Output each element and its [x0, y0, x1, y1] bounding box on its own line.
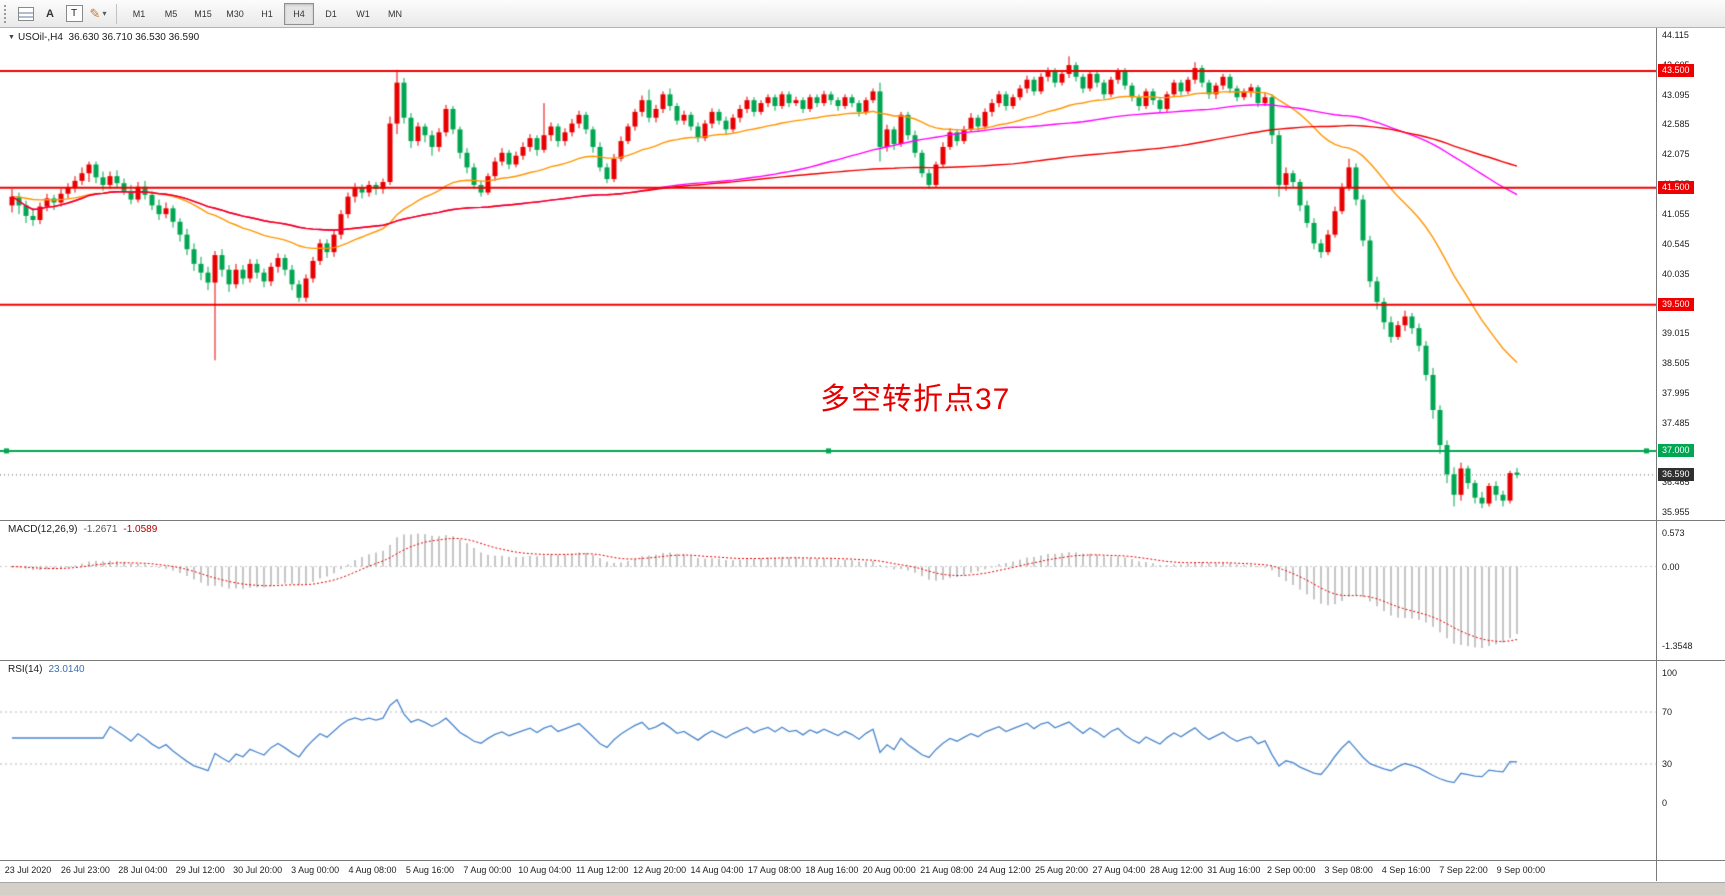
chart-header: ▼ USOil-,H4 36.630 36.710 36.530 36.590	[8, 32, 199, 43]
timeframe-toolbar: M1 M5 M15 M30 H1 H4 D1 W1 MN	[123, 2, 411, 25]
date-label: 11 Aug 12:00	[575, 865, 629, 875]
date-label: 25 Aug 20:00	[1035, 865, 1089, 875]
macd-canvas[interactable]	[0, 521, 1656, 660]
collapse-icon[interactable]: ▼	[8, 34, 15, 41]
price-tick: 37.485	[1662, 417, 1690, 428]
rsi-tick: 0	[1662, 798, 1668, 808]
window-bottom-strip	[0, 882, 1725, 895]
price-tick: 42.585	[1662, 119, 1690, 130]
date-label: 4 Sep 16:00	[1381, 865, 1431, 875]
date-label: 26 Jul 23:00	[60, 865, 110, 875]
price-tick: 40.545	[1662, 238, 1690, 249]
macd-tick: 0.00	[1662, 561, 1680, 572]
text-annotation-label: A	[46, 7, 54, 20]
date-label: 29 Jul 12:00	[175, 865, 225, 875]
price-tick: 41.055	[1662, 208, 1690, 219]
rsi-tick: 100	[1662, 668, 1678, 678]
date-label: 21 Aug 08:00	[920, 865, 974, 875]
rsi-panel: RSI(14) 23.0140 100 70 30 0	[0, 661, 1725, 860]
date-label: 28 Jul 04:00	[118, 865, 168, 875]
panel-divider[interactable]	[0, 660, 1725, 661]
price-tick: 44.115	[1662, 30, 1689, 40]
timeframe-button-mn[interactable]: MN	[388, 8, 402, 19]
date-label: 3 Aug 00:00	[291, 865, 340, 875]
date-label: 31 Aug 16:00	[1207, 865, 1261, 875]
price-tick: 35.955	[1662, 507, 1690, 517]
date-label: 30 Jul 20:00	[233, 865, 283, 875]
date-label: 3 Sep 08:00	[1324, 865, 1373, 875]
current-price-tag: 36.590	[1658, 468, 1694, 482]
time-axis[interactable]: 23 Jul 2020 26 Jul 23:00 28 Jul 04:00 29 Ju…	[0, 861, 1725, 881]
price-tick: 40.035	[1662, 268, 1690, 279]
date-label: 7 Sep 22:00	[1439, 865, 1488, 875]
ohlc-quote: 36.630 36.710 36.530 36.590	[68, 32, 200, 43]
rsi-label: RSI(14) 23.0140	[8, 664, 85, 675]
date-label: 18 Aug 16:00	[805, 865, 859, 875]
rsi-tick: 30	[1662, 759, 1673, 769]
rsi-tick: 70	[1662, 707, 1673, 717]
timeframe-button-h4[interactable]: H4	[284, 2, 314, 25]
chevron-down-icon: ▾	[102, 9, 107, 18]
toolbar: A T ✎ ▾ M1 M5 M15 M30 H1 H4 D1 W1 MN	[0, 0, 1725, 28]
panel-divider[interactable]	[0, 520, 1725, 521]
macd-value-signal: -1.0589	[123, 524, 158, 535]
date-label: 28 Aug 12:00	[1149, 865, 1203, 875]
date-label: 2 Sep 00:00	[1266, 865, 1316, 875]
price-line-tag: 39.500	[1658, 298, 1694, 312]
price-tick: 37.995	[1662, 387, 1690, 398]
toolbar-separator	[116, 3, 117, 24]
price-scale-edge	[1656, 28, 1657, 881]
rsi-value: 23.0140	[48, 664, 85, 675]
timeframe-button-m30[interactable]: M30	[226, 8, 244, 19]
macd-label: MACD(12,26,9) -1.2671 -1.0589	[8, 524, 157, 535]
date-label: 14 Aug 04:00	[690, 865, 744, 875]
date-label: 24 Aug 12:00	[977, 865, 1031, 875]
date-label: 4 Aug 08:00	[348, 865, 397, 875]
price-tick: 39.015	[1662, 328, 1690, 339]
timeframe-button-m1[interactable]: M1	[132, 8, 146, 19]
price-line-tag: 43.500	[1658, 64, 1694, 78]
date-label: 23 Jul 2020	[4, 865, 52, 875]
timeframe-button-m5[interactable]: M5	[164, 8, 178, 19]
macd-tick: -1.3548	[1662, 641, 1693, 652]
timeframe-button-h1[interactable]: H1	[261, 8, 273, 19]
date-label: 12 Aug 20:00	[633, 865, 687, 875]
chart-window-glyph	[18, 6, 34, 21]
label-tool-button[interactable]: T	[63, 3, 85, 25]
macd-value-main: -1.2671	[83, 524, 118, 535]
chart-window-icon[interactable]	[15, 3, 37, 25]
price-tick: 43.095	[1662, 89, 1690, 100]
rsi-name: RSI(14)	[8, 664, 43, 675]
main-chart-panel: ▼ USOil-,H4 36.630 36.710 36.530 36.590 多…	[0, 28, 1725, 520]
label-tool-glyph: T	[65, 5, 83, 22]
crayon-icon: ✎	[89, 6, 101, 21]
timeframe-button-w1[interactable]: W1	[356, 8, 370, 19]
price-tick: 36.465	[1662, 477, 1690, 488]
macd-name: MACD(12,26,9)	[8, 524, 78, 535]
timeframe-button-d1[interactable]: D1	[325, 8, 337, 19]
main-chart-canvas[interactable]	[0, 28, 1656, 520]
crayon-color-button[interactable]: ✎ ▾	[87, 3, 109, 25]
price-line-tag: 37.000	[1658, 444, 1694, 458]
timeframe-button-m15[interactable]: M15	[194, 8, 212, 19]
date-label: 17 Aug 08:00	[747, 865, 801, 875]
text-annotation-button[interactable]: A	[39, 3, 61, 25]
macd-tick: 0.573	[1662, 528, 1685, 538]
chart-text-annotation: 多空转折点37	[820, 383, 1011, 416]
price-tick: 38.505	[1662, 357, 1690, 368]
symbol-label: USOil-,H4	[17, 32, 63, 43]
panel-divider[interactable]	[0, 860, 1725, 861]
rsi-canvas[interactable]	[0, 661, 1656, 860]
price-line-tag: 41.500	[1658, 181, 1694, 195]
date-label: 7 Aug 00:00	[463, 865, 512, 875]
toolbar-grip[interactable]	[4, 4, 10, 23]
date-label: 10 Aug 04:00	[518, 865, 572, 875]
date-label: 5 Aug 16:00	[405, 865, 454, 875]
macd-panel: MACD(12,26,9) -1.2671 -1.0589 0.573 0.00 -1.…	[0, 521, 1725, 660]
date-label: 27 Aug 04:00	[1092, 865, 1146, 875]
date-label: 20 Aug 00:00	[862, 865, 916, 875]
date-label: 9 Sep 00:00	[1496, 865, 1546, 875]
price-tick: 42.075	[1662, 149, 1690, 160]
